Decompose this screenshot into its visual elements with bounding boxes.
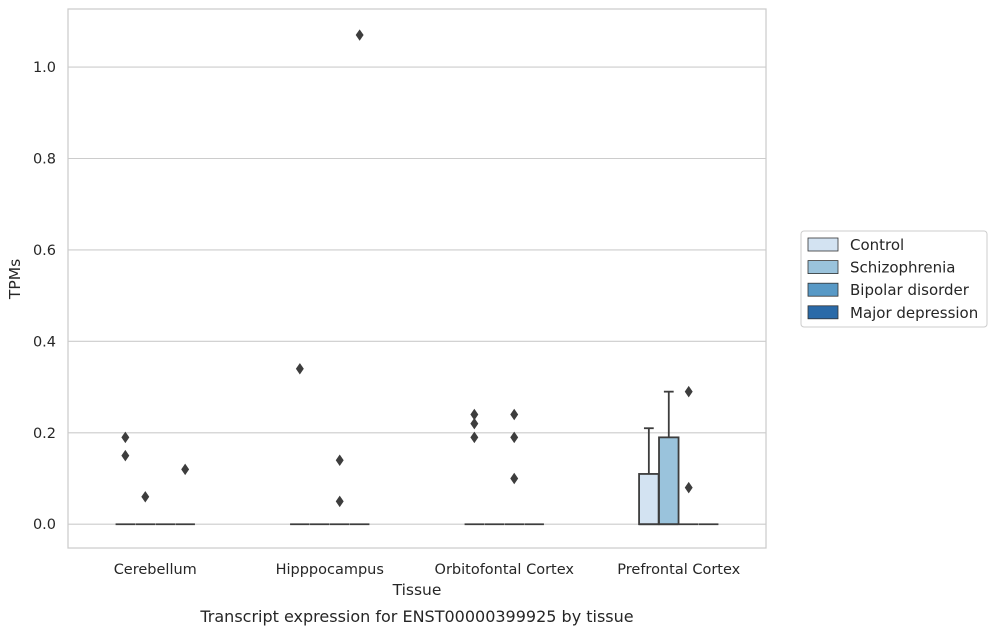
outlier-point (510, 431, 519, 444)
y-tick-label: 0.4 (33, 334, 56, 350)
legend-frame (800, 230, 988, 328)
y-axis-title: TPMs (6, 259, 24, 300)
x-tick-label: Cerebellum (114, 562, 197, 578)
x-axis-title: Tissue (392, 581, 442, 599)
outlier-point (181, 463, 190, 476)
legend: Control Schizophrenia Bipolar disorder Majo… (800, 230, 988, 328)
box (658, 436, 680, 526)
outlier-point (121, 449, 130, 462)
plot-frame (67, 8, 767, 549)
y-tick-label: 1.0 (33, 60, 56, 76)
x-tick-label: Prefrontal Cortex (617, 562, 740, 578)
outlier-point (335, 454, 344, 466)
outlier-point (355, 29, 364, 41)
outlier-point (335, 495, 344, 508)
series-major-depression (175, 29, 719, 526)
y-tick-label: 0.2 (33, 426, 56, 442)
legend-label: Major depression (850, 304, 978, 322)
series-schizophrenia (135, 390, 680, 526)
box (638, 473, 660, 526)
outlier-point (121, 431, 130, 444)
y-tick-labels: 0.0 0.2 0.4 0.6 0.8 1.0 (33, 60, 56, 533)
legend-label: Bipolar disorder (850, 281, 970, 299)
y-tick-label: 0.0 (33, 517, 56, 533)
legend-label: Schizophrenia (850, 259, 955, 277)
outlier-point (510, 408, 519, 421)
legend-swatch (807, 305, 839, 320)
series-bipolar-disorder (155, 385, 699, 526)
outlier-point (295, 363, 304, 375)
y-tick-label: 0.6 (33, 243, 56, 259)
outlier-point (684, 385, 693, 398)
legend-swatch (807, 237, 839, 252)
series-control (115, 363, 660, 526)
x-tick-label: Orbitofontal Cortex (435, 562, 575, 578)
x-tick-labels: Cerebellum Hipppocampus Orbitofontal Corte… (114, 562, 741, 578)
outlier-point (470, 431, 479, 444)
outlier-point (510, 472, 519, 485)
legend-swatch (807, 282, 839, 297)
legend-label: Control (850, 236, 904, 254)
box-plot-series (115, 29, 719, 526)
x-tick-label: Hipppocampus (276, 562, 384, 578)
y-tick-label: 0.8 (33, 151, 56, 167)
outlier-point (470, 417, 479, 430)
legend-swatch (807, 260, 839, 275)
outlier-point (141, 491, 150, 503)
chart-caption: Transcript expression for ENST0000039992… (199, 607, 633, 626)
outlier-point (684, 481, 693, 494)
